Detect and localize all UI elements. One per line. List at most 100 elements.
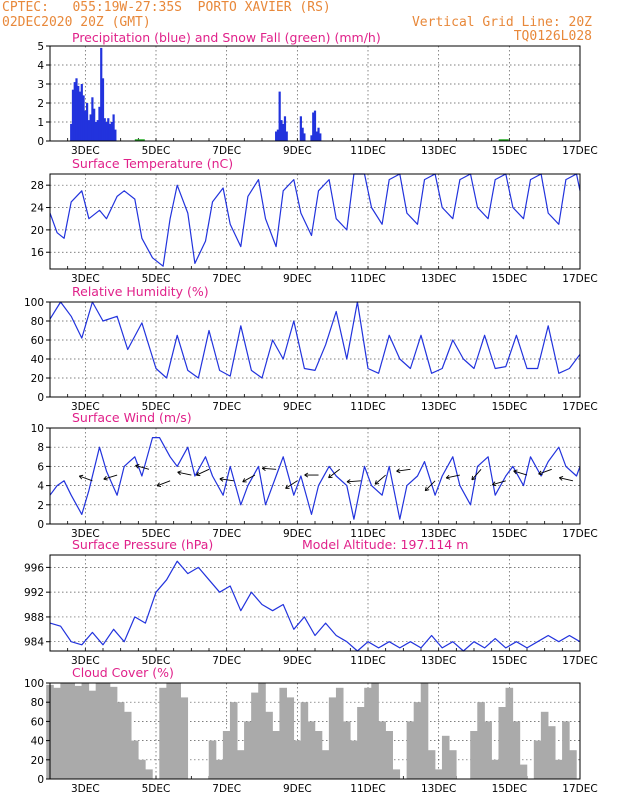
precip-bar bbox=[86, 103, 89, 141]
x-tick-label: 7DEC bbox=[212, 528, 241, 540]
precip-bar bbox=[303, 133, 306, 141]
cloud-bar bbox=[53, 687, 61, 779]
panel-frame bbox=[49, 173, 581, 270]
wind-arrow-head bbox=[103, 475, 108, 481]
wind-arrow-head bbox=[445, 474, 451, 480]
precip-bar bbox=[96, 120, 99, 141]
x-tick-label: 17DEC bbox=[562, 655, 597, 667]
precip-bar bbox=[84, 110, 87, 141]
cloud-bar bbox=[434, 769, 443, 779]
wind-arrow bbox=[374, 474, 386, 485]
wind-arrow bbox=[219, 478, 234, 482]
x-tick-label: 11DEC bbox=[350, 145, 385, 157]
y-tick-label: 16 bbox=[31, 247, 45, 259]
cloud-bar bbox=[159, 687, 167, 779]
wind-arrow bbox=[242, 474, 256, 483]
precip-bar bbox=[317, 127, 320, 141]
x-tick-label: 9DEC bbox=[283, 273, 312, 285]
x-tick-label: 13DEC bbox=[421, 655, 456, 667]
cloud-bar bbox=[173, 683, 181, 779]
cloud-bar bbox=[307, 721, 316, 779]
x-tick-label: 9DEC bbox=[283, 401, 312, 413]
wind-arrow-head bbox=[78, 474, 84, 480]
panel-frame bbox=[49, 301, 581, 398]
y-tick-label: 20 bbox=[31, 373, 44, 385]
y-tick-label: 4 bbox=[37, 481, 44, 493]
cloud-bar bbox=[547, 726, 556, 779]
series-line bbox=[49, 173, 581, 267]
cloud-bar bbox=[371, 683, 379, 779]
cloud-bar bbox=[138, 759, 146, 779]
precip-bar bbox=[312, 112, 315, 141]
precip-bar bbox=[310, 135, 313, 141]
y-tick-label: 28 bbox=[31, 180, 44, 192]
wind-arrow bbox=[538, 468, 552, 475]
precip-bar bbox=[112, 114, 115, 141]
panel-title: Surface Pressure (hPa) bbox=[72, 537, 213, 552]
cloud-bar bbox=[60, 683, 68, 779]
x-tick-label: 15DEC bbox=[492, 273, 527, 285]
x-tick-label: 5DEC bbox=[142, 273, 171, 285]
cloud-bar bbox=[314, 731, 323, 779]
wind-arrow-head bbox=[538, 470, 543, 476]
panel-subtitle: Model Altitude: 197.114 m bbox=[302, 537, 468, 552]
cloud-bar bbox=[272, 731, 280, 779]
cloud-bar bbox=[350, 740, 358, 779]
cloud-bar bbox=[180, 697, 189, 779]
series-line bbox=[49, 560, 581, 652]
wind-arrow bbox=[156, 480, 171, 487]
panel-frame bbox=[49, 427, 581, 525]
cloud-bar bbox=[208, 740, 217, 779]
cloud-bar bbox=[109, 686, 118, 779]
precip-bar bbox=[98, 106, 101, 141]
cloud-bar bbox=[215, 759, 224, 779]
x-tick-label: 17DEC bbox=[562, 145, 597, 157]
precip-bar bbox=[315, 131, 318, 141]
wind-arrow bbox=[285, 480, 298, 489]
precip-bar bbox=[70, 123, 73, 141]
cloud-bar bbox=[95, 683, 104, 779]
cloud-bar bbox=[406, 721, 415, 779]
precip-bar bbox=[89, 114, 92, 141]
cloud-bar bbox=[328, 697, 337, 779]
y-tick-label: 0 bbox=[37, 774, 44, 786]
y-tick-label: 1 bbox=[37, 117, 44, 129]
precip-bar bbox=[107, 118, 110, 141]
cloud-bar bbox=[335, 687, 344, 779]
x-tick-label: 3DEC bbox=[71, 528, 100, 540]
wind-arrow bbox=[196, 468, 210, 476]
cloud-bar bbox=[519, 764, 528, 779]
precip-bar bbox=[313, 110, 317, 141]
precip-bar bbox=[82, 95, 85, 141]
cloud-bar bbox=[505, 687, 514, 779]
cloud-bar bbox=[279, 687, 287, 779]
cloud-bar bbox=[484, 721, 492, 779]
wind-arrow bbox=[262, 467, 277, 470]
wind-arrow-head bbox=[558, 475, 564, 481]
cloud-bar bbox=[357, 707, 365, 779]
cloud-bar bbox=[237, 750, 245, 779]
panel-title: Cloud Cover (%) bbox=[72, 665, 174, 680]
y-tick-label: 2 bbox=[37, 500, 44, 512]
panel-frame bbox=[49, 554, 581, 652]
precip-bar bbox=[110, 122, 113, 141]
cloud-bar bbox=[555, 759, 563, 779]
series-line bbox=[49, 301, 581, 379]
y-tick-label: 6 bbox=[37, 461, 44, 473]
y-tick-label: 60 bbox=[31, 716, 44, 728]
panel-title: Surface Wind (m/s) bbox=[72, 410, 192, 425]
x-tick-label: 9DEC bbox=[283, 655, 312, 667]
y-tick-label: 100 bbox=[24, 297, 44, 309]
cloud-bar bbox=[498, 707, 507, 779]
cloud-bar bbox=[562, 721, 570, 779]
cloud-bar bbox=[364, 687, 372, 779]
panel-title: Relative Humidity (%) bbox=[72, 284, 209, 299]
precip-bar bbox=[103, 118, 106, 141]
x-tick-label: 11DEC bbox=[350, 401, 385, 413]
wind-arrow-head bbox=[374, 480, 380, 485]
cloud-bar bbox=[265, 711, 273, 779]
precip-bar bbox=[100, 47, 103, 141]
cloud-bar bbox=[88, 690, 97, 779]
x-tick-label: 5DEC bbox=[142, 145, 171, 157]
x-tick-label: 13DEC bbox=[421, 145, 456, 157]
